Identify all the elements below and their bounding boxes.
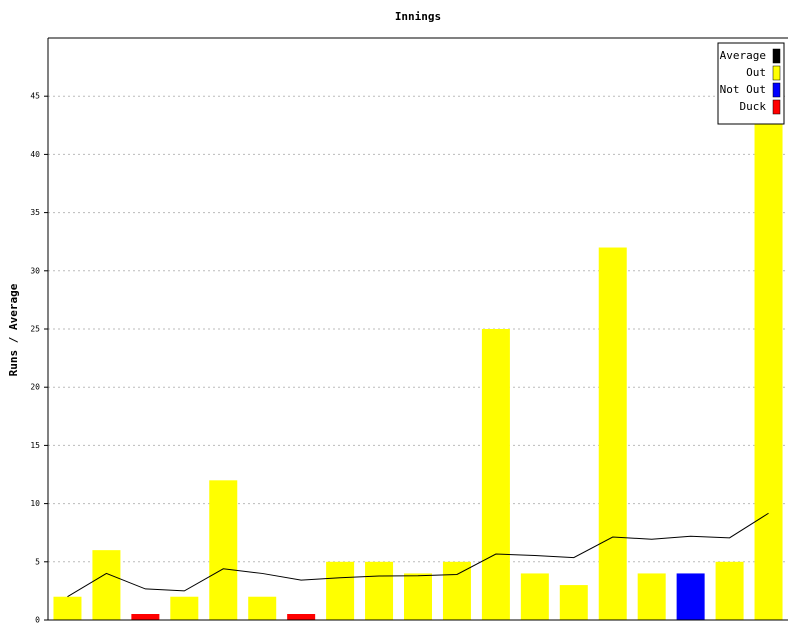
legend-label: Duck [740,100,767,113]
bar [326,561,355,620]
legend-label: Out [746,66,766,79]
legend-swatch [772,65,781,81]
bar [248,596,277,620]
bar [131,614,160,620]
bar [481,329,510,620]
bar [715,561,744,620]
y-tick-label: 10 [30,499,40,508]
bar [287,614,316,620]
bar [53,596,82,620]
y-tick-label: 20 [30,383,40,392]
average-line [67,512,769,598]
bar [365,561,394,620]
bar [754,96,783,620]
bar [442,561,471,620]
legend-swatch [772,99,781,115]
legend-label: Average [720,49,766,62]
bar [637,573,666,620]
y-tick-label: 45 [30,92,40,101]
y-tick-label: 40 [30,150,40,159]
y-tick-label: 5 [35,557,40,566]
y-tick-label: 30 [30,266,40,275]
bar [676,573,705,620]
y-tick-label: 0 [35,616,40,625]
bar [404,573,432,620]
legend-label: Not Out [720,83,766,96]
y-tick-label: 35 [30,208,40,217]
legend-swatch [772,82,781,98]
bar [170,596,199,620]
y-tick-label: 15 [30,441,40,450]
bar [520,573,549,620]
bar [92,550,121,620]
bar [559,585,588,620]
legend-swatch [772,48,781,64]
bar [598,247,627,620]
chart-title: Innings [395,10,441,23]
y-axis-label: Runs / Average [7,283,20,376]
y-tick-label: 25 [30,325,40,334]
bar [209,480,238,620]
